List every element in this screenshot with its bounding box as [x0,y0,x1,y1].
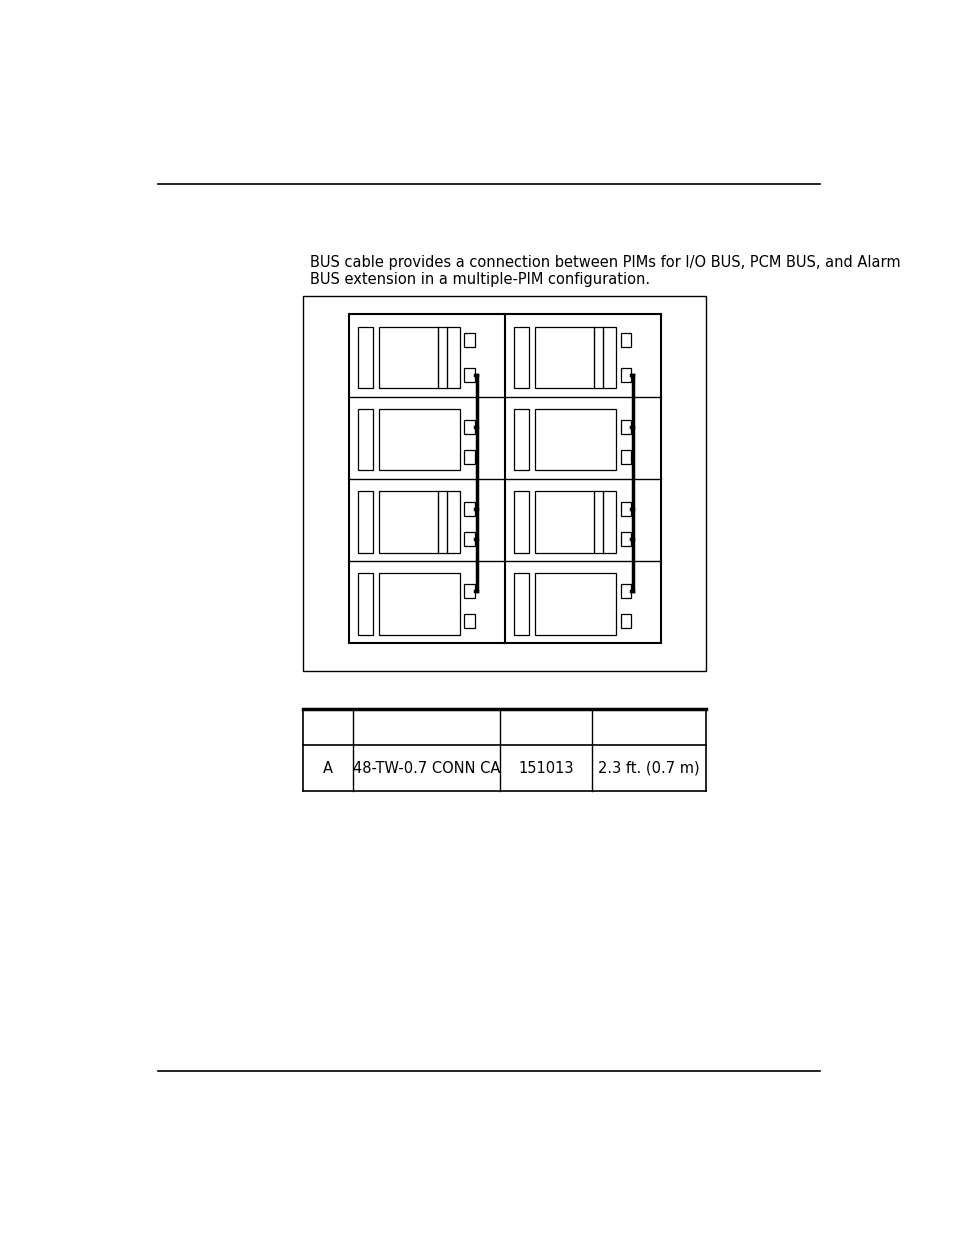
Bar [620,450,630,464]
Bar [378,573,459,635]
Bar [620,333,630,347]
Bar [620,614,630,629]
Bar [513,573,529,635]
Bar [513,327,529,388]
Bar [620,501,630,516]
Bar [513,492,529,553]
Bar [535,409,616,471]
Bar [464,532,475,546]
Bar [349,315,660,643]
Bar [535,492,616,553]
Bar [302,295,705,672]
Bar [357,327,373,388]
Bar [378,327,459,388]
Bar [357,409,373,471]
Bar [620,532,630,546]
Bar [535,327,616,388]
Bar [357,573,373,635]
Bar [378,492,459,553]
Bar [464,450,475,464]
Bar [464,333,475,347]
Text: 151013: 151013 [518,761,574,776]
Bar [620,584,630,598]
Text: 2.3 ft. (0.7 m): 2.3 ft. (0.7 m) [598,761,699,776]
Bar [535,573,616,635]
Text: A: A [323,761,333,776]
Bar [464,584,475,598]
Bar [464,614,475,629]
Bar [464,501,475,516]
Bar [620,368,630,382]
Text: 48-TW-0.7 CONN CA: 48-TW-0.7 CONN CA [353,761,500,776]
Text: BUS cable provides a connection between PIMs for I/O BUS, PCM BUS, and Alarm
BUS: BUS cable provides a connection between … [310,254,900,287]
Bar [464,420,475,433]
Bar [513,409,529,471]
Bar [357,492,373,553]
Bar [378,409,459,471]
Bar [464,368,475,382]
Bar [620,420,630,433]
